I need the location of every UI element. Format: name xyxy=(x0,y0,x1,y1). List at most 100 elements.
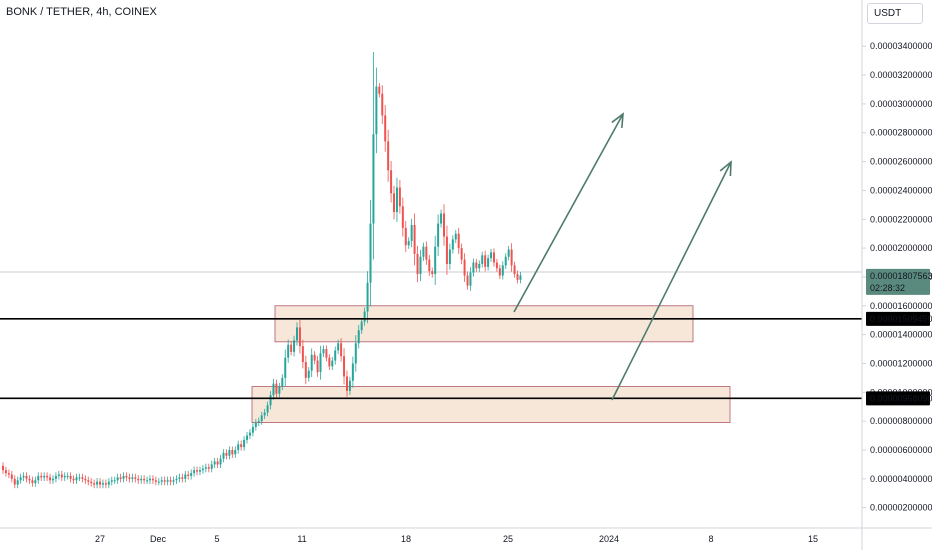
candle xyxy=(243,436,246,451)
candle-body xyxy=(437,223,440,247)
candle-body xyxy=(172,480,175,482)
arrow-shaft xyxy=(611,161,732,401)
candle xyxy=(37,472,40,484)
candle-body xyxy=(293,340,296,352)
candle-body xyxy=(7,473,10,475)
candle xyxy=(16,476,19,489)
candle xyxy=(204,463,207,473)
candle-body xyxy=(151,478,154,481)
candle-body xyxy=(160,480,163,482)
candle-body xyxy=(99,481,102,485)
candle xyxy=(304,355,307,385)
price-tick-label: 0.000016000000 xyxy=(870,301,932,311)
candle xyxy=(284,349,287,386)
candles-layer xyxy=(2,51,522,489)
candle-body xyxy=(298,327,301,347)
candle-body xyxy=(2,465,4,471)
candle-body xyxy=(390,170,393,194)
time-tick-label: 11 xyxy=(297,534,306,544)
candle xyxy=(187,470,190,480)
levels-layer xyxy=(0,318,862,400)
candle-body xyxy=(337,343,340,351)
candle xyxy=(466,271,469,290)
candle-body xyxy=(248,432,251,436)
price-tick-label: 0.000008000000 xyxy=(870,416,932,426)
candle xyxy=(325,345,328,362)
price-tick-label: 0.000004000000 xyxy=(870,474,932,484)
candle-body xyxy=(366,282,369,312)
candle-body xyxy=(198,470,201,472)
candle-body xyxy=(90,481,93,484)
candle xyxy=(351,356,354,388)
level-lower-label: 0.000009580905 xyxy=(866,391,932,406)
candle xyxy=(366,271,369,324)
candle xyxy=(225,449,228,460)
candle-body xyxy=(410,225,413,241)
candle xyxy=(334,346,337,365)
price-tick-label: 0.000030000000 xyxy=(870,99,932,109)
candle xyxy=(246,431,249,444)
price-tick-label: 0.000026000000 xyxy=(870,157,932,167)
candle xyxy=(90,478,93,487)
candle xyxy=(10,470,13,483)
candle xyxy=(375,67,378,154)
candle-body xyxy=(443,213,445,237)
candle-body xyxy=(254,422,257,427)
candle-body xyxy=(431,271,434,275)
price-tick-label: 0.000028000000 xyxy=(870,128,932,138)
candle-body xyxy=(478,263,481,269)
candle-body xyxy=(178,477,181,479)
candle xyxy=(495,258,498,272)
arrows-layer xyxy=(513,112,732,401)
candle-body xyxy=(407,240,410,246)
candle-body xyxy=(78,477,81,479)
candle xyxy=(96,478,99,489)
candle xyxy=(234,446,237,458)
candle-body xyxy=(492,252,495,263)
candle xyxy=(369,199,372,307)
candle xyxy=(463,253,466,282)
candle xyxy=(516,270,519,284)
candle-body xyxy=(154,480,157,482)
candle xyxy=(372,51,375,260)
candle-body xyxy=(310,354,313,371)
candle-body xyxy=(146,480,149,482)
price-tick-label: 0.000006000000 xyxy=(870,445,932,455)
candle-body xyxy=(207,467,210,469)
candle-body xyxy=(466,275,469,286)
candle-body xyxy=(304,362,307,378)
current-price-label-text: 0.000018075636 xyxy=(870,271,932,281)
candle-body xyxy=(354,343,357,364)
candle xyxy=(166,476,169,486)
time-tick-label: 27 xyxy=(95,534,105,544)
candle-body xyxy=(22,475,25,478)
candle-body xyxy=(307,370,310,378)
candle xyxy=(196,466,199,476)
level-upper-label-text: 0.000015094507 xyxy=(870,314,932,324)
candle xyxy=(49,473,52,484)
candle-body xyxy=(237,444,240,450)
candle-body xyxy=(422,246,425,257)
candle-body xyxy=(128,477,131,479)
candle-body xyxy=(4,470,7,474)
candle xyxy=(272,379,275,400)
candle-body xyxy=(457,233,460,249)
candle xyxy=(390,161,393,203)
candle xyxy=(84,475,87,484)
candle-body xyxy=(343,356,346,377)
candle-body xyxy=(193,470,196,474)
arrow-head xyxy=(719,160,732,177)
candle-body xyxy=(166,480,169,482)
candle xyxy=(301,339,304,369)
candle-body xyxy=(387,141,390,171)
candle xyxy=(119,473,122,483)
candle xyxy=(422,242,425,261)
currency-selector[interactable]: USDT xyxy=(867,3,923,24)
candle xyxy=(407,237,410,249)
candle xyxy=(222,449,225,463)
candle-body xyxy=(378,86,381,94)
candle-body xyxy=(513,265,516,275)
candle xyxy=(257,417,260,427)
candle xyxy=(484,250,487,272)
